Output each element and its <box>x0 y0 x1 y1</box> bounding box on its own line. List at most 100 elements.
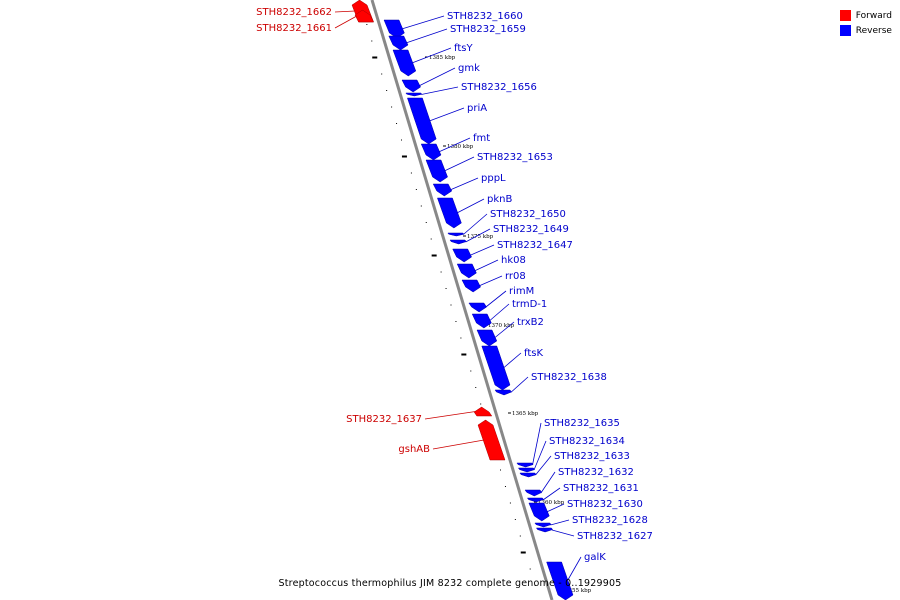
kbp-tick-label: 1375 kbp <box>467 234 494 240</box>
gene-label[interactable]: STH8232_1630 <box>567 499 643 510</box>
leader-line <box>474 259 499 272</box>
kbp-tick-label: 1365 kbp <box>512 411 539 417</box>
gene-label[interactable]: ftsY <box>454 43 473 54</box>
leader-line <box>503 352 522 369</box>
leader-line <box>463 213 488 235</box>
gene-feature-sth8232_1634[interactable] <box>517 467 536 473</box>
gene-feature-sth8232_1638[interactable] <box>494 389 512 396</box>
kbp-tick-label: 1385 kbp <box>429 55 456 61</box>
gene-feature-sth8232_1660[interactable] <box>383 19 405 39</box>
leader-line <box>465 228 491 243</box>
gene-label[interactable]: STH8232_1635 <box>544 418 620 429</box>
gene-labels: STH8232_1662 STH8232_1661 STH8232_1660 STH8… <box>256 7 653 582</box>
gene-label[interactable]: priA <box>467 103 487 114</box>
gene-feature-hk08[interactable] <box>456 263 477 279</box>
gene-feature-rr08[interactable] <box>461 279 481 293</box>
gene-label[interactable]: trmD-1 <box>512 299 547 310</box>
kbp-tick-label: 1370 kbp <box>488 323 515 329</box>
gene-feature-sth8232_1628[interactable] <box>534 522 552 528</box>
leader-line <box>411 47 452 64</box>
leader-line <box>510 376 529 393</box>
gene-feature-sth8232_1627[interactable] <box>535 527 554 533</box>
gene-label[interactable]: STH8232_1661 <box>256 23 332 34</box>
gene-feature-gshab[interactable] <box>477 419 506 461</box>
gene-label[interactable]: rimM <box>509 286 534 297</box>
gene-feature-sth8232_1661[interactable] <box>354 9 375 23</box>
gene-label[interactable]: fmt <box>473 133 490 144</box>
gene-feature-fmt[interactable] <box>420 143 442 161</box>
gene-feature-sth8232_1653[interactable] <box>425 159 448 183</box>
genome-backbone <box>370 0 554 600</box>
leader-line <box>334 10 356 13</box>
reverse-swatch <box>839 25 851 36</box>
leader-line <box>494 321 515 339</box>
gene-feature-ftsy[interactable] <box>392 49 417 77</box>
gene-feature-sth8232_1631[interactable] <box>526 497 545 503</box>
gene-feature-sth8232_1633[interactable] <box>519 472 537 478</box>
leader-line <box>418 67 456 87</box>
gene-label[interactable]: STH8232_1649 <box>493 224 569 235</box>
gene-feature-gmk[interactable] <box>401 79 421 93</box>
leader-line <box>401 15 445 30</box>
leader-line <box>444 156 475 172</box>
gene-feature-trmd-1[interactable] <box>471 313 492 329</box>
tick-marks: 1385 kbp 1380 kbp 1375 kbp 1370 kbp 1365 kbp… <box>361 7 592 594</box>
gene-label[interactable]: STH8232_1632 <box>558 467 634 478</box>
gene-feature-sth8232_1647[interactable] <box>452 248 472 263</box>
gene-label[interactable]: galK <box>584 552 606 563</box>
legend-forward-label: Forward <box>855 10 892 21</box>
gene-feature-pknb[interactable] <box>437 197 462 229</box>
gene-label[interactable]: ftsK <box>524 348 543 359</box>
legend-reverse-label: Reverse <box>855 25 892 36</box>
leader-line <box>533 440 547 471</box>
gene-label[interactable]: STH8232_1633 <box>554 451 630 462</box>
gene-label[interactable]: STH8232_1656 <box>461 82 537 93</box>
gene-feature-pppl[interactable] <box>432 183 453 197</box>
gene-label[interactable]: STH8232_1631 <box>563 483 639 494</box>
leader-line <box>566 556 582 582</box>
gene-label[interactable]: pppL <box>481 173 506 184</box>
gene-feature-sth8232_1659[interactable] <box>388 35 409 51</box>
gene-label[interactable]: STH8232_1659 <box>450 24 526 35</box>
gene-label[interactable]: STH8232_1660 <box>447 11 523 22</box>
gene-label[interactable]: STH8232_1634 <box>549 436 625 447</box>
gene-label[interactable]: pknB <box>487 194 512 205</box>
gene-feature-pria[interactable] <box>407 97 437 145</box>
gene-feature-sth8232_1650[interactable] <box>447 232 465 237</box>
gene-label[interactable]: STH8232_1627 <box>577 531 653 542</box>
gene-label[interactable]: STH8232_1628 <box>572 515 648 526</box>
legend: Forward Reverse <box>839 8 892 38</box>
gene-label[interactable]: STH8232_1638 <box>531 372 607 383</box>
gene-feature-sth8232_1637[interactable] <box>473 406 493 417</box>
gene-feature-sth8232_1630[interactable] <box>528 502 550 522</box>
leader-line <box>456 198 485 214</box>
gene-label[interactable]: gmk <box>458 63 480 74</box>
gene-label[interactable]: rr08 <box>505 271 526 282</box>
gene-feature-ftsk[interactable] <box>481 345 511 391</box>
gene-feature-sth8232_1632[interactable] <box>524 489 543 497</box>
leader-line <box>532 422 542 466</box>
gene-feature-galk[interactable] <box>546 561 574 600</box>
legend-item-reverse: Reverse <box>839 23 892 38</box>
gene-label[interactable]: STH8232_1662 <box>256 7 332 18</box>
gene-label[interactable]: STH8232_1647 <box>497 240 573 251</box>
gene-features <box>351 0 574 600</box>
leader-line <box>542 487 561 501</box>
gene-label[interactable]: gshAB <box>398 444 430 455</box>
gene-feature-sth8232_1656[interactable] <box>405 92 423 97</box>
gene-feature-sth8232_1635[interactable] <box>516 462 534 468</box>
leader-line <box>546 503 565 513</box>
gene-feature-rimm[interactable] <box>468 302 487 313</box>
gene-feature-sth8232_1649[interactable] <box>449 239 467 245</box>
gene-feature-trxb2[interactable] <box>476 329 498 347</box>
leader-line <box>405 28 448 44</box>
forward-swatch <box>839 10 851 21</box>
gene-label[interactable]: STH8232_1653 <box>477 152 553 163</box>
gene-label[interactable]: STH8232_1650 <box>490 209 566 220</box>
gene-label[interactable]: trxB2 <box>517 317 544 328</box>
gene-label[interactable]: STH8232_1637 <box>346 414 422 425</box>
leader-line <box>438 137 471 153</box>
legend-item-forward: Forward <box>839 8 892 23</box>
gene-label[interactable]: hk08 <box>501 255 526 266</box>
